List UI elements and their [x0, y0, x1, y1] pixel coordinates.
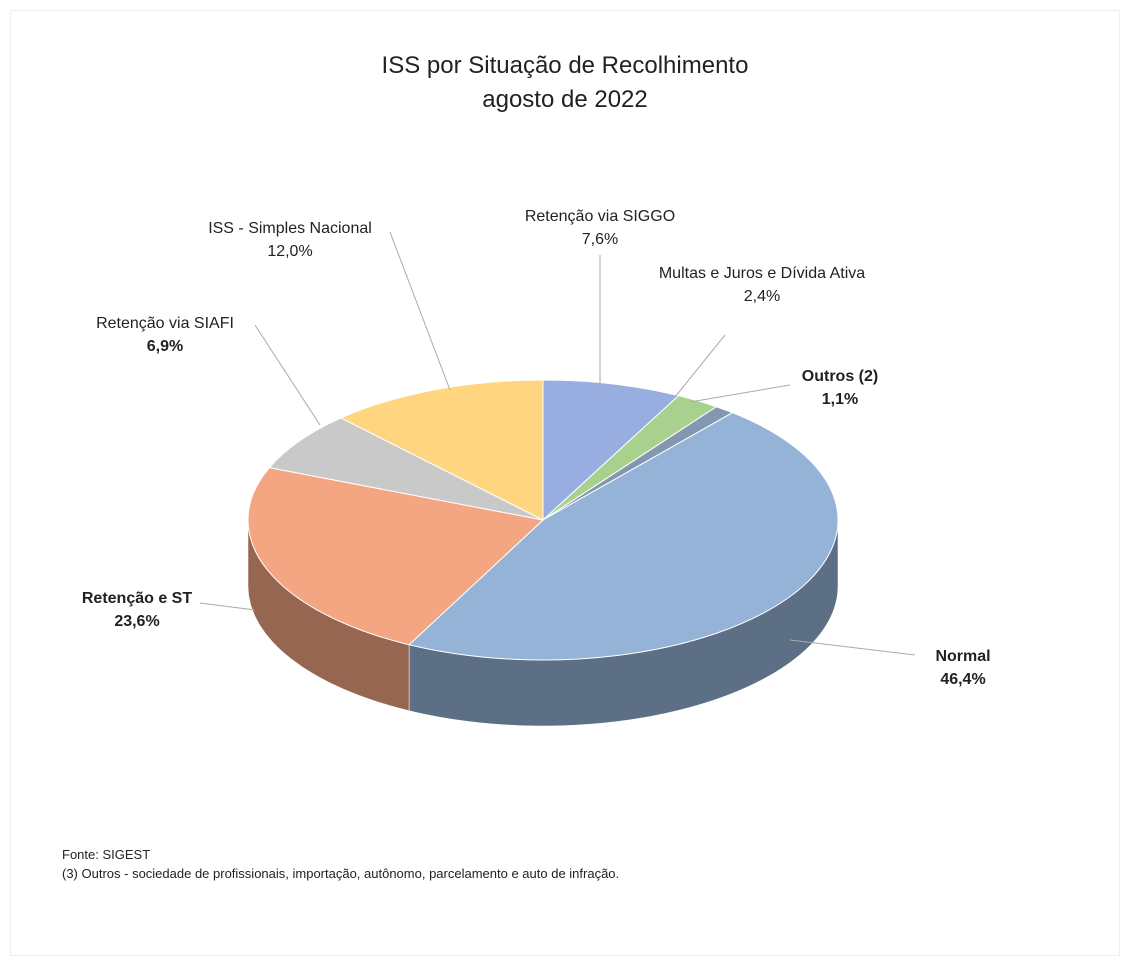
leader-line: [254, 324, 321, 426]
slice-label: Multas e Juros e Dívida Ativa: [658, 265, 866, 282]
value-label: 46,4%: [940, 671, 986, 688]
slice: [268, 417, 544, 521]
slice: [542, 379, 680, 522]
value-label: 6,9%: [146, 338, 184, 355]
slice-label: Retenção via SIAFI: [96, 315, 234, 332]
value-label: 2,4%: [743, 288, 781, 305]
value-label: 1,1%: [821, 391, 859, 408]
chart-title: ISS por Situação de Recolhimento: [381, 52, 749, 79]
source: Fonte: SIGEST: [62, 847, 151, 862]
slice-label: ISS - Simples Nacional: [208, 220, 372, 237]
leader-line: [689, 384, 791, 403]
slice: [339, 379, 544, 521]
value-label: 23,6%: [114, 613, 160, 630]
chart-subtitle: agosto de 2022: [482, 86, 648, 113]
slice-label: Outros (2): [801, 368, 879, 385]
chart-frame: [10, 10, 1120, 956]
value-label: 12,0%: [267, 243, 313, 260]
slice: [247, 467, 545, 646]
leader-line: [389, 231, 451, 391]
leader-line: [674, 334, 726, 398]
leader-line: [199, 602, 256, 611]
slice: [408, 412, 839, 661]
value-label: 7,6%: [581, 231, 619, 248]
slice-label: Normal: [935, 648, 991, 665]
slice-label: Retenção via SIGGO: [524, 208, 676, 225]
footnote: (3) Outros - sociedade de profissionais,…: [62, 866, 620, 881]
slice-label: Retenção e ST: [81, 590, 193, 607]
leader-line: [789, 639, 916, 656]
